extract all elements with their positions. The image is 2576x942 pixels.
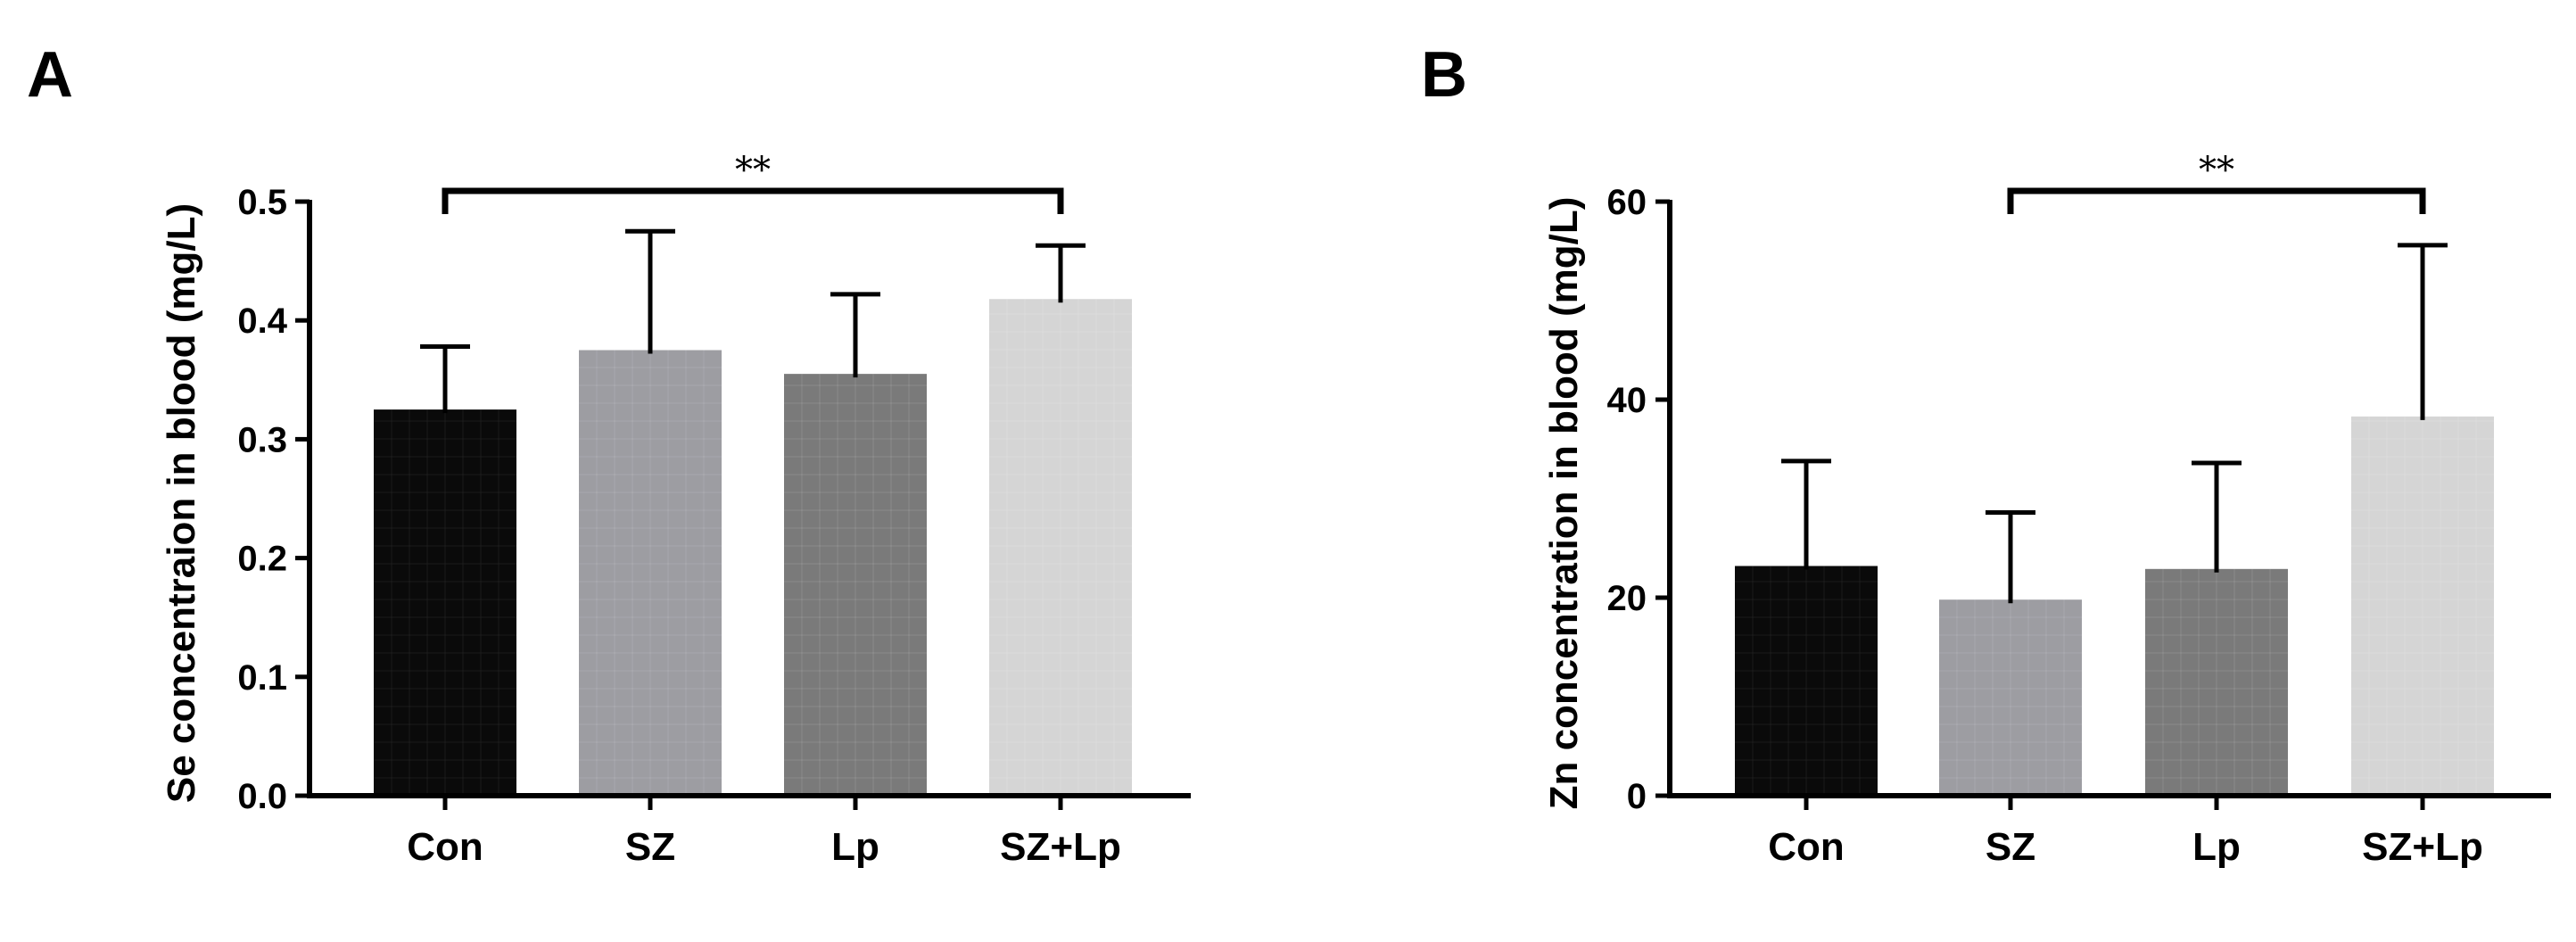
y-tick-label: 0 — [1627, 777, 1647, 816]
y-tick-label: 0.3 — [237, 420, 287, 459]
bar-lp — [2145, 568, 2288, 796]
bar-texture — [784, 374, 927, 796]
x-tick-label: Con — [1768, 825, 1845, 869]
panel-a: A 0.0 0.1 0.2 0.3 0.4 0.5 Con SZ Lp SZ+Lp Se concen… — [27, 39, 1191, 869]
y-tick-label: 0.1 — [237, 658, 287, 698]
x-tick-label: SZ — [1986, 825, 2035, 869]
bar-sz — [579, 350, 722, 796]
bar-texture — [579, 350, 722, 796]
x-tick-label: SZ — [625, 825, 675, 869]
significance-label: ** — [735, 150, 771, 191]
y-tick-label: 0.5 — [237, 183, 287, 222]
bar-texture — [989, 299, 1132, 796]
bar-con — [374, 409, 516, 796]
significance-bracket — [442, 187, 1064, 214]
y-tick-label: 40 — [1607, 381, 1647, 420]
bar-texture — [2351, 416, 2494, 796]
bar-sz-lp — [2351, 416, 2494, 796]
y-tick-label: 60 — [1607, 183, 1647, 222]
y-axis-title: Se concentraion in blood (mg/L) — [160, 203, 203, 803]
panel-b: B 0 20 40 60 Con SZ Lp SZ+Lp Zn concentration in … — [1421, 39, 2551, 869]
y-tick-label: 0.2 — [237, 540, 287, 579]
y-tick-label: 20 — [1607, 579, 1647, 618]
bar-texture — [1735, 566, 1878, 796]
significance-label: ** — [2199, 150, 2234, 191]
significance-bracket — [2007, 187, 2426, 214]
x-tick-label: Lp — [831, 825, 879, 869]
bar-texture — [1939, 599, 2082, 796]
x-tick-label: Lp — [2192, 825, 2241, 869]
y-axis-title: Zn concentration in blood (mg/L) — [1542, 197, 1586, 810]
bar-sz — [1939, 599, 2082, 796]
x-tick-label: SZ+Lp — [1000, 825, 1121, 869]
bar-sz-lp — [989, 299, 1132, 796]
panel-letter: A — [27, 39, 73, 111]
x-tick-label: Con — [407, 825, 483, 869]
x-tick-label: SZ+Lp — [2362, 825, 2483, 869]
y-tick-label: 0.4 — [237, 302, 287, 341]
bar-texture — [374, 409, 516, 796]
bar-lp — [784, 374, 927, 796]
bar-con — [1735, 566, 1878, 796]
y-tick-label: 0.0 — [237, 777, 287, 816]
panel-letter: B — [1421, 39, 1467, 111]
bar-texture — [2145, 568, 2288, 796]
